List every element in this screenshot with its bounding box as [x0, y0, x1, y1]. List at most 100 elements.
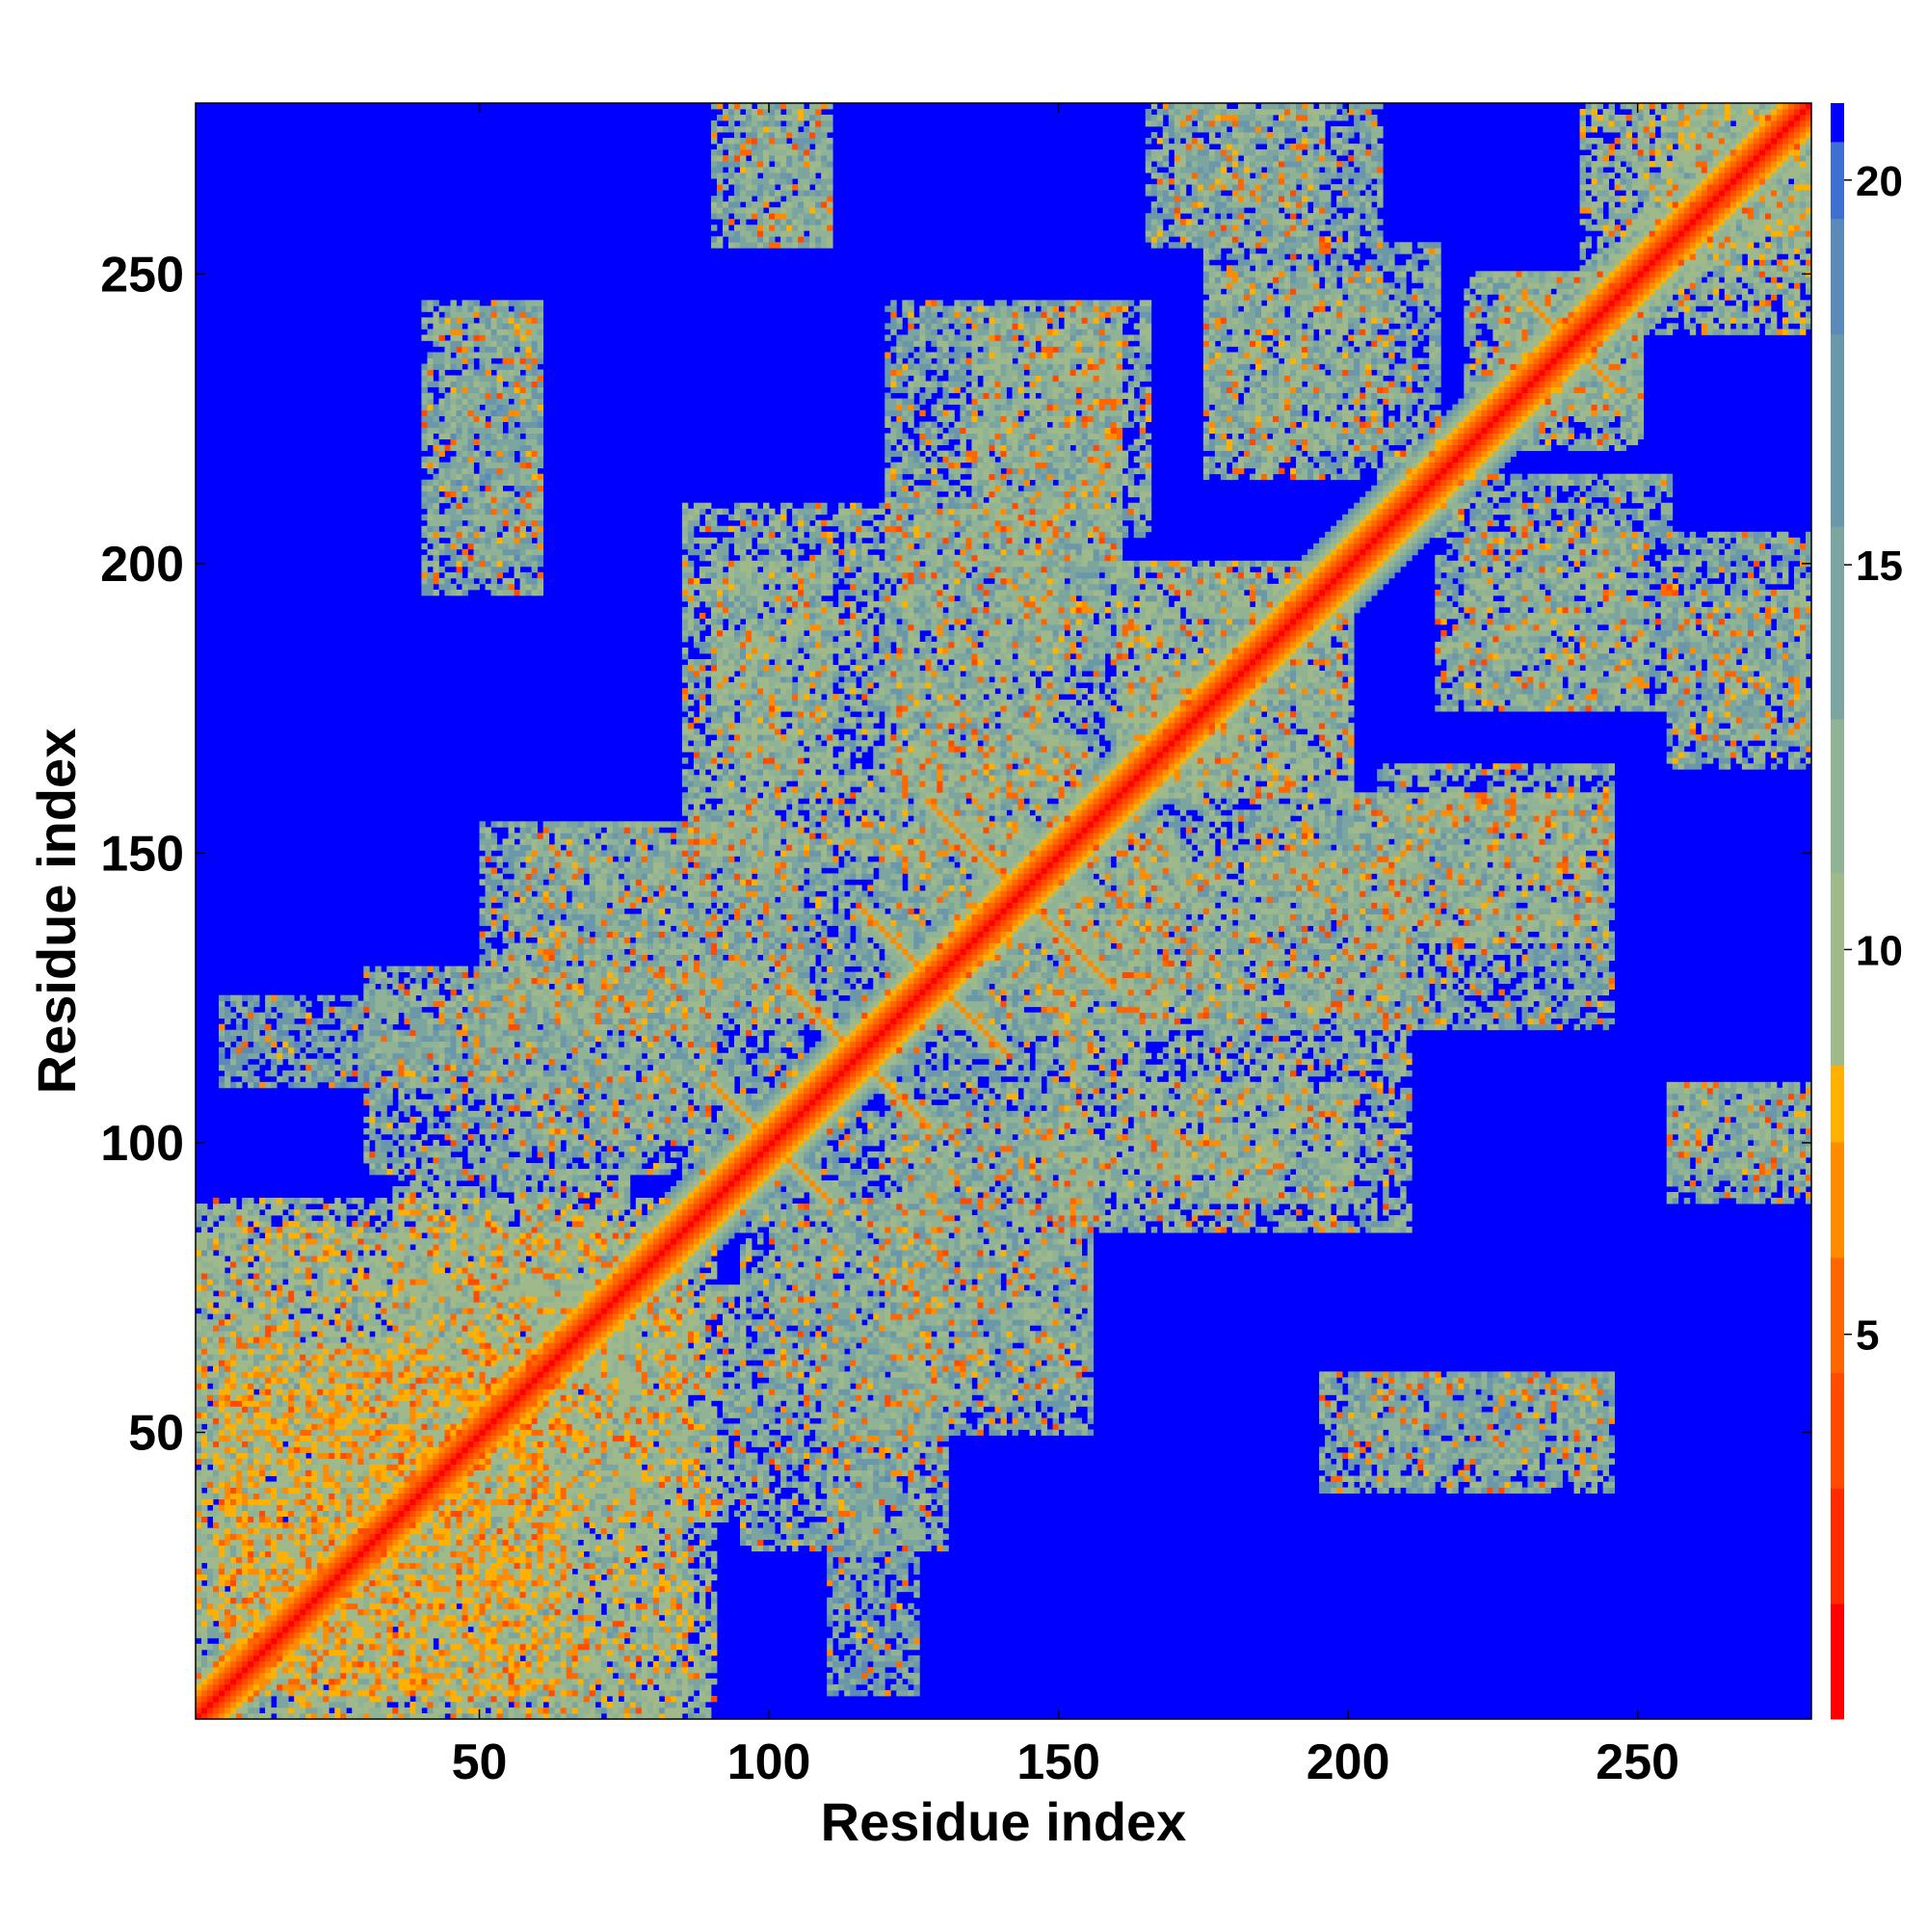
- heatmap-cell: [561, 1517, 578, 1522]
- heatmap-cell: [850, 1534, 856, 1540]
- heatmap-cell: [381, 1650, 386, 1655]
- heatmap-cell: [700, 1673, 705, 1679]
- heatmap-cell: [717, 1435, 723, 1441]
- heatmap-cell: [409, 1627, 415, 1632]
- heatmap-cell: [340, 1522, 346, 1528]
- heatmap-cell: [902, 1575, 908, 1580]
- heatmap-cell: [509, 1453, 515, 1459]
- heatmap-cell: [242, 1417, 248, 1423]
- heatmap-cell: [259, 1569, 265, 1575]
- heatmap-cell: [659, 1465, 665, 1470]
- heatmap-cell: [1475, 1423, 1481, 1429]
- heatmap-cell: [555, 1684, 567, 1690]
- heatmap-cell: [555, 1499, 561, 1505]
- heatmap-cell: [595, 1482, 607, 1488]
- heatmap-cell: [572, 1459, 590, 1465]
- heatmap-cell: [248, 1441, 253, 1446]
- heatmap-cell: [1475, 1417, 1481, 1423]
- heatmap-cell: [861, 1557, 873, 1563]
- heatmap-cell: [248, 1621, 253, 1627]
- heatmap-cell: [792, 1528, 809, 1534]
- heatmap-cell: [305, 1598, 311, 1603]
- heatmap-cell: [363, 1609, 369, 1615]
- heatmap-cell: [334, 1598, 340, 1603]
- heatmap-cell: [381, 1540, 386, 1546]
- heatmap-cell: [259, 1702, 265, 1707]
- heatmap-cell: [1510, 1435, 1521, 1441]
- heatmap-cell: [856, 1679, 861, 1684]
- heatmap-cell: [196, 1707, 201, 1713]
- heatmap-cell: [509, 1627, 515, 1632]
- heatmap-cell: [196, 1546, 201, 1551]
- heatmap-cell: [642, 1655, 653, 1661]
- heatmap-cell: [1592, 1429, 1597, 1435]
- heatmap-cell: [242, 1476, 248, 1482]
- heatmap-cell: [1412, 1482, 1417, 1488]
- heatmap-cell: [450, 1586, 456, 1592]
- heatmap-cell: [242, 1690, 248, 1696]
- heatmap-cell: [474, 1423, 480, 1429]
- heatmap-cell: [607, 1702, 613, 1707]
- heatmap-cell: [317, 1580, 323, 1586]
- heatmap-cell: [908, 1429, 913, 1435]
- heatmap-cell: [294, 1632, 300, 1638]
- heatmap-cell: [207, 1644, 213, 1650]
- heatmap-cell: [386, 1679, 398, 1684]
- heatmap-cell: [311, 1441, 317, 1446]
- heatmap-cell: [532, 1563, 538, 1569]
- heatmap-cell: [450, 1429, 456, 1435]
- heatmap-cell: [1563, 1453, 1569, 1459]
- heatmap-cell: [1487, 1417, 1492, 1423]
- heatmap-cell: [474, 1592, 480, 1598]
- heatmap-cell: [931, 1453, 937, 1459]
- heatmap-cell: [821, 1417, 827, 1423]
- heatmap-cell: [311, 1488, 317, 1494]
- heatmap-cell: [1348, 1482, 1354, 1488]
- heatmap-cell: [450, 1459, 456, 1465]
- heatmap-cell: [832, 1505, 838, 1511]
- heatmap-cell: [253, 1621, 265, 1627]
- heatmap-cell: [688, 1476, 694, 1482]
- heatmap-cell: [248, 1417, 253, 1423]
- heatmap-cell: [636, 1453, 642, 1459]
- heatmap-cell: [838, 1534, 844, 1540]
- heatmap-cell: [305, 1673, 311, 1679]
- heatmap-cell: [561, 1551, 567, 1557]
- heatmap-cell: [665, 1569, 671, 1575]
- heatmap-cell: [236, 1482, 242, 1488]
- heatmap-cell: [196, 1603, 201, 1609]
- heatmap-cell: [369, 1488, 375, 1494]
- heatmap-cell: [746, 1488, 752, 1494]
- heatmap-cell: [1527, 1470, 1533, 1476]
- heatmap-cell: [769, 1511, 775, 1517]
- heatmap-cell: [294, 1661, 300, 1667]
- heatmap-cell: [265, 1453, 271, 1459]
- heatmap-cell: [265, 1569, 271, 1575]
- heatmap-cell: [421, 1476, 427, 1482]
- heatmap-cell: [1452, 1435, 1458, 1441]
- heatmap-cell: [676, 1632, 682, 1638]
- heatmap-cell: [230, 1627, 236, 1632]
- heatmap-cell: [207, 1650, 213, 1655]
- heatmap-cell: [259, 1517, 265, 1522]
- heatmap-cell: [346, 1679, 352, 1684]
- heatmap-cell: [809, 1465, 815, 1470]
- heatmap-cell: [902, 1551, 908, 1557]
- heatmap-cell: [856, 1517, 861, 1522]
- heatmap-cell: [665, 1655, 671, 1661]
- heatmap-cell: [219, 1609, 224, 1615]
- heatmap-cell: [665, 1673, 671, 1679]
- heatmap-cell: [520, 1482, 526, 1488]
- heatmap-cell: [942, 1435, 948, 1441]
- heatmap-cell: [844, 1615, 856, 1621]
- heatmap-cell: [294, 1569, 305, 1575]
- heatmap-cell: [728, 1482, 734, 1488]
- heatmap-cell: [196, 1540, 207, 1546]
- heatmap-cell: [832, 1592, 838, 1598]
- heatmap-cell: [468, 1707, 480, 1713]
- heatmap-cell: [497, 1673, 503, 1679]
- heatmap-cell: [1475, 1459, 1481, 1465]
- heatmap-cell: [491, 1429, 497, 1435]
- heatmap-cell: [578, 1465, 584, 1470]
- heatmap-cell: [1458, 1441, 1464, 1446]
